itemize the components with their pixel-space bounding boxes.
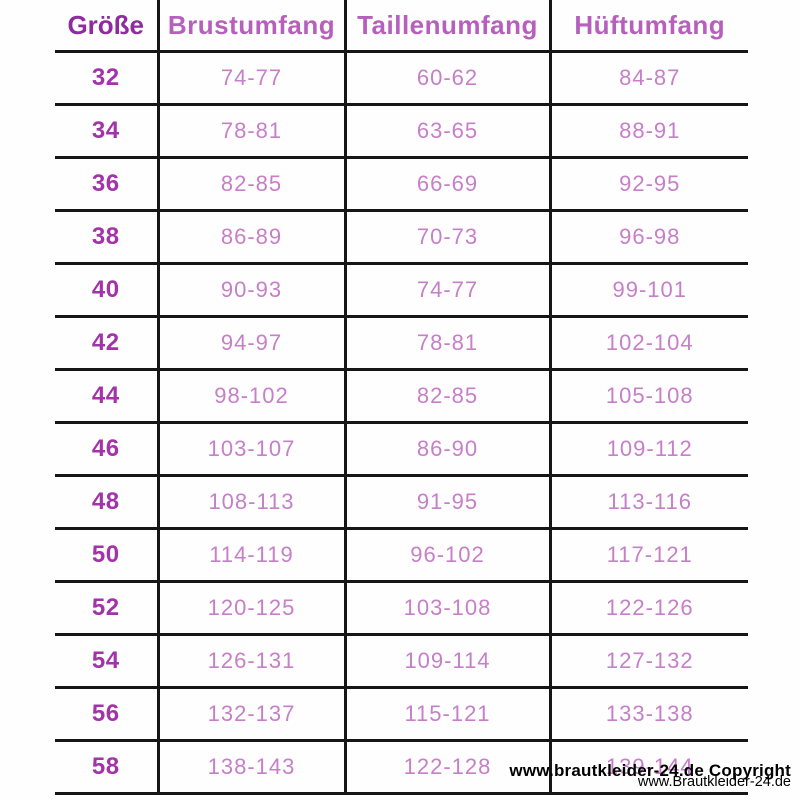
measurement-cell: 60-62	[343, 50, 550, 105]
measurement-cell: 126-131	[156, 633, 345, 688]
measurement-cell: 103-107	[156, 421, 345, 476]
measurement-cell: 78-81	[156, 103, 345, 158]
table-row: 38 86-89 70-73 96-98	[55, 209, 748, 264]
table-row: 56 132-137 115-121 133-138	[55, 686, 748, 741]
measurement-cell: 108-113	[156, 474, 345, 529]
column-header-groesse: Größe	[55, 0, 158, 53]
table-row: 42 94-97 78-81 102-104	[55, 315, 748, 370]
column-header-hueftumfang: Hüftumfang	[548, 0, 748, 53]
measurement-cell: 139-144	[548, 739, 748, 795]
table-row: 52 120-125 103-108 122-126	[55, 580, 748, 635]
size-cell: 54	[55, 633, 158, 688]
measurement-cell: 88-91	[548, 103, 748, 158]
measurement-cell: 91-95	[343, 474, 550, 529]
measurement-cell: 105-108	[548, 368, 748, 423]
size-table-body: 32 74-77 60-62 84-87 34 78-81 63-65 88-91 36 82-8…	[55, 50, 748, 795]
table-row: 44 98-102 82-85 105-108	[55, 368, 748, 423]
table-row: 46 103-107 86-90 109-112	[55, 421, 748, 476]
column-header-brustumfang: Brustumfang	[156, 0, 345, 53]
measurement-cell: 133-138	[548, 686, 748, 741]
measurement-cell: 115-121	[343, 686, 550, 741]
watermark-url-text: www.Brautkleider-24.de	[637, 774, 791, 790]
measurement-cell: 94-97	[156, 315, 345, 370]
measurement-cell: 109-112	[548, 421, 748, 476]
measurement-cell: 98-102	[156, 368, 345, 423]
measurement-cell: 70-73	[343, 209, 550, 264]
measurement-cell: 63-65	[343, 103, 550, 158]
measurement-cell: 74-77	[343, 262, 550, 317]
size-table-header: Größe Brustumfang Taillenumfang Hüftumfa…	[55, 0, 748, 53]
measurement-cell: 114-119	[156, 527, 345, 582]
measurement-cell: 103-108	[343, 580, 550, 635]
measurement-cell: 113-116	[548, 474, 748, 529]
size-cell: 36	[55, 156, 158, 211]
measurement-cell: 132-137	[156, 686, 345, 741]
measurement-cell: 138-143	[156, 739, 345, 795]
table-row: 50 114-119 96-102 117-121	[55, 527, 748, 582]
measurement-cell: 117-121	[548, 527, 748, 582]
measurement-cell: 66-69	[343, 156, 550, 211]
measurement-cell: 120-125	[156, 580, 345, 635]
size-cell: 32	[55, 50, 158, 105]
size-cell: 50	[55, 527, 158, 582]
size-cell: 56	[55, 686, 158, 741]
measurement-cell: 82-85	[156, 156, 345, 211]
size-cell: 52	[55, 580, 158, 635]
size-cell: 58	[55, 739, 158, 795]
watermark: www.brautkleider-24.de Copyright www.Bra…	[509, 762, 791, 790]
measurement-cell: 122-128	[343, 739, 550, 795]
size-cell: 38	[55, 209, 158, 264]
size-table: Größe Brustumfang Taillenumfang Hüftumfa…	[55, 0, 748, 795]
table-row: 54 126-131 109-114 127-132	[55, 633, 748, 688]
measurement-cell: 96-102	[343, 527, 550, 582]
table-row: 48 108-113 91-95 113-116	[55, 474, 748, 529]
measurement-cell: 74-77	[156, 50, 345, 105]
measurement-cell: 102-104	[548, 315, 748, 370]
table-row: 40 90-93 74-77 99-101	[55, 262, 748, 317]
measurement-cell: 92-95	[548, 156, 748, 211]
size-cell: 48	[55, 474, 158, 529]
measurement-cell: 122-126	[548, 580, 748, 635]
size-cell: 42	[55, 315, 158, 370]
table-row: 34 78-81 63-65 88-91	[55, 103, 748, 158]
measurement-cell: 99-101	[548, 262, 748, 317]
measurement-cell: 90-93	[156, 262, 345, 317]
measurement-cell: 127-132	[548, 633, 748, 688]
measurement-cell: 84-87	[548, 50, 748, 105]
table-row: 36 82-85 66-69 92-95	[55, 156, 748, 211]
header-row: Größe Brustumfang Taillenumfang Hüftumfa…	[55, 0, 748, 53]
measurement-cell: 86-89	[156, 209, 345, 264]
measurement-cell: 86-90	[343, 421, 550, 476]
column-header-taillenumfang: Taillenumfang	[343, 0, 550, 53]
measurement-cell: 109-114	[343, 633, 550, 688]
size-cell: 34	[55, 103, 158, 158]
table-row: 32 74-77 60-62 84-87	[55, 50, 748, 105]
measurement-cell: 96-98	[548, 209, 748, 264]
measurement-cell: 82-85	[343, 368, 550, 423]
table-row: 58 138-143 122-128 139-144	[55, 739, 748, 795]
size-cell: 40	[55, 262, 158, 317]
size-cell: 46	[55, 421, 158, 476]
watermark-copyright-text: www.brautkleider-24.de Copyright	[509, 761, 791, 780]
size-cell: 44	[55, 368, 158, 423]
measurement-cell: 78-81	[343, 315, 550, 370]
